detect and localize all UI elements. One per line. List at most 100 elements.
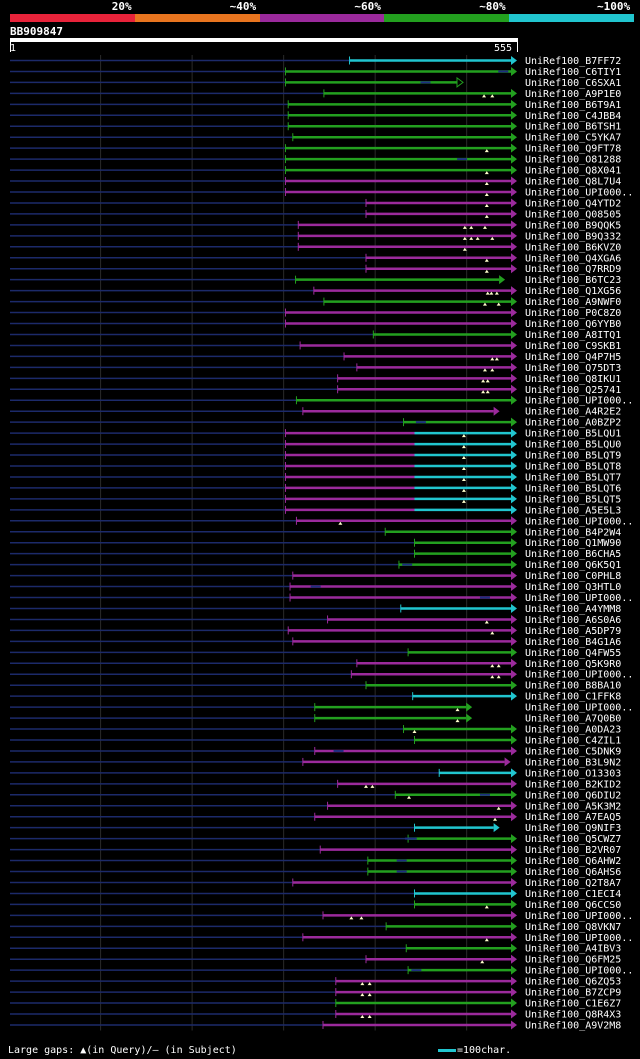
hit-label: UniRef100_P0C8Z0 — [525, 308, 621, 319]
hit-arrow — [511, 724, 517, 734]
hit-arrow — [511, 132, 517, 142]
query-gap-marker — [461, 499, 466, 503]
hit-arrow — [511, 461, 517, 471]
hit-arrow — [511, 1009, 517, 1019]
hit-label: UniRef100_UPI000.. — [525, 396, 633, 407]
query-gap-marker — [484, 171, 489, 175]
hit-label: UniRef100_UPI000.. — [525, 516, 633, 527]
hit-label: UniRef100_C6TIY1 — [525, 67, 621, 78]
hit-label: UniRef100_Q75DT3 — [525, 363, 621, 374]
hit-arrow — [511, 812, 517, 822]
hit-label: UniRef100_C9SKB1 — [525, 341, 621, 352]
query-gap-marker — [367, 993, 372, 997]
hit-label: UniRef100_Q8X041 — [525, 166, 621, 177]
hit-arrow — [511, 910, 517, 920]
hit-arrow — [511, 571, 517, 581]
query-gap-marker — [490, 236, 495, 240]
query-gap-marker — [496, 806, 501, 810]
hit-arrow — [511, 264, 517, 274]
hit-arrow — [511, 297, 517, 307]
query-gap-marker — [461, 477, 466, 481]
hit-arrow — [511, 253, 517, 263]
hit-arrow — [511, 998, 517, 1008]
hit-label: UniRef100_Q5K9R0 — [525, 659, 621, 670]
hit-arrow — [511, 516, 517, 526]
scale-segment — [509, 14, 634, 22]
hit-arrow — [466, 713, 473, 723]
scale-label: 20% — [111, 0, 132, 13]
hit-arrow — [511, 636, 517, 646]
hit-arrow — [511, 603, 517, 613]
hit-arrow — [499, 275, 506, 285]
hit-arrow — [511, 66, 517, 76]
hit-label: UniRef100_C1E6Z7 — [525, 999, 621, 1010]
hit-label: UniRef100_O81288 — [525, 155, 621, 166]
hit-label: UniRef100_B7FF72 — [525, 56, 621, 67]
hit-arrow — [511, 483, 517, 493]
hit-arrow — [511, 165, 517, 175]
hit-arrow — [511, 877, 517, 887]
query-gap-marker — [367, 1015, 372, 1018]
hit-label: UniRef100_B6TC23 — [525, 275, 621, 286]
hit-arrow — [511, 329, 517, 339]
hit-arrow — [511, 691, 517, 701]
hit-label: UniRef100_Q4XGA6 — [525, 253, 621, 264]
query-gap-marker — [461, 456, 466, 460]
hit-arrow — [511, 779, 517, 789]
query-gap-marker — [412, 730, 417, 734]
hit-label: UniRef100_B5LQU1 — [525, 429, 621, 440]
hit-label: UniRef100_Q9NIF3 — [525, 823, 621, 834]
hit-arrow — [511, 987, 517, 997]
query-gap-marker — [484, 182, 489, 186]
hit-label: UniRef100_UPI000.. — [525, 188, 633, 199]
hit-arrow — [511, 669, 517, 679]
query-gap-marker — [481, 390, 486, 394]
hit-label: UniRef100_C6SXA1 — [525, 78, 621, 89]
hit-arrow — [511, 614, 517, 624]
query-gap-marker — [462, 236, 467, 240]
query-gap-marker — [484, 938, 489, 942]
scale-label: ~40% — [229, 0, 257, 13]
hit-label: UniRef100_B6TSH1 — [525, 122, 621, 133]
query-gap-marker — [461, 434, 466, 438]
query-gap-marker — [493, 817, 498, 821]
hit-arrow — [511, 286, 517, 296]
query-gap-marker — [494, 291, 499, 295]
hit-arrow — [511, 176, 517, 186]
query-gap-marker — [338, 521, 343, 525]
hit-label: UniRef100_B5LQT5 — [525, 494, 621, 505]
query-gap-marker — [480, 960, 485, 964]
query-gap-marker — [496, 664, 501, 668]
scale-label: ~60% — [354, 0, 381, 13]
hit-arrow — [511, 527, 517, 537]
hit-arrow — [511, 790, 517, 800]
hit-arrow — [511, 231, 517, 241]
hit-arrow — [511, 308, 517, 318]
query-gap-marker — [482, 302, 487, 306]
hit-arrow — [511, 472, 517, 482]
hit-label: UniRef100_B9Q332 — [525, 231, 621, 242]
hit-label: UniRef100_A9V2M8 — [525, 1020, 621, 1031]
query-gap-marker — [461, 445, 466, 449]
hit-arrow — [511, 340, 517, 350]
hit-label: UniRef100_UPI000.. — [525, 911, 633, 922]
query-gap-marker — [484, 203, 489, 207]
gaps-legend: Large gaps: ▲(in Query)/– (in Subject) — [8, 1045, 237, 1056]
query-gap-marker — [359, 916, 364, 920]
hit-arrow — [511, 549, 517, 559]
query-gap-marker — [484, 214, 489, 218]
query-gap-marker — [482, 368, 487, 372]
query-gap-marker — [482, 225, 487, 229]
hit-label: UniRef100_Q3HTL0 — [525, 582, 621, 593]
hit-label: UniRef100_C4ZIL1 — [525, 736, 621, 747]
query-gap-marker — [360, 982, 365, 986]
hit-label: UniRef100_B8BA10 — [525, 681, 621, 692]
hit-arrow — [511, 735, 517, 745]
query-gap-marker — [367, 982, 372, 986]
hit-label: UniRef100_B6KVZ0 — [525, 242, 621, 253]
hit-label: UniRef100_A5K3M2 — [525, 801, 621, 812]
hit-arrow — [511, 417, 517, 427]
hit-label: UniRef100_C5DNK9 — [525, 746, 621, 757]
query-gap-marker — [461, 467, 466, 470]
